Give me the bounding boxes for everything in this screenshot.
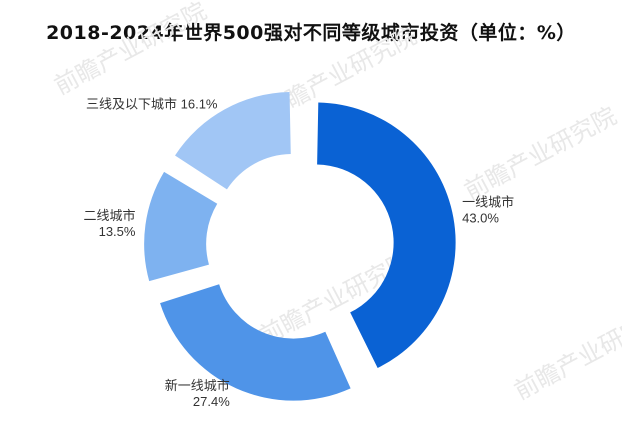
category-label-2: 二线城市 [83, 208, 135, 223]
watermark-text-0: 前瞻产业研究院 [50, 0, 211, 100]
slice-0 [317, 102, 456, 369]
watermark-text-1: 前瞻产业研究院 [460, 102, 621, 206]
slice-2 [144, 171, 218, 282]
slices-group [144, 92, 456, 401]
slice-3 [175, 92, 291, 190]
category-label-0: 一线城市 [462, 195, 514, 210]
slice-1 [160, 284, 351, 401]
value-label-2: 13.5% [99, 224, 136, 239]
value-label-1: 27.4% [193, 394, 230, 409]
category-label-1: 新一线城市 [165, 378, 230, 393]
category-label-3: 三线及以下城市 16.1% [86, 96, 218, 111]
chart-title: 2018-2024年世界500强对不同等级城市投资（单位：%） [46, 22, 576, 44]
watermark-text-3: 前瞻产业研究院 [510, 302, 622, 406]
value-label-0: 43.0% [462, 211, 499, 226]
